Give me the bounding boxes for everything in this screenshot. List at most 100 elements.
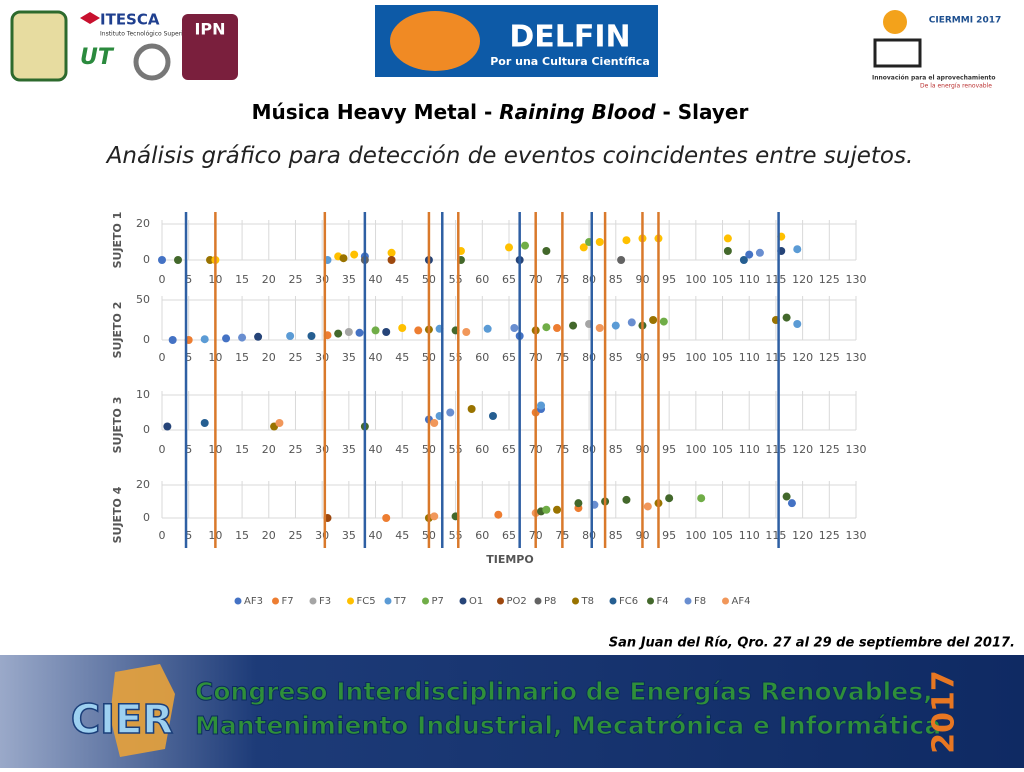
y-tick-label: 0 [143,511,150,524]
point [745,250,754,259]
point [649,316,658,324]
x-tick-label: 60 [475,529,489,542]
point [611,321,620,330]
x-tick-label: 80 [582,443,596,456]
x-tick-label: 125 [819,351,840,364]
x-tick-label: 30 [315,273,329,286]
point [398,324,407,332]
x-tick-label: 85 [609,351,623,364]
x-tick-label: 55 [449,529,463,542]
x-tick-label: 110 [739,351,760,364]
point [334,329,343,338]
ut: UT [80,45,115,70]
x-tick-label: 55 [449,443,463,456]
x-tick-label: 100 [685,443,706,456]
point [505,243,513,252]
x-tick-label: 85 [609,443,623,456]
x-tick-label: 45 [395,443,409,456]
point [462,328,471,336]
legend-label: O1 [469,596,483,607]
legend-label: FC6 [619,596,638,607]
x-tick-label: 60 [475,273,489,286]
x-tick-label: 125 [819,273,840,286]
point [627,318,636,327]
x-tick-label: 120 [792,443,813,456]
ciermmi-sub2: De la energía renovable [920,83,992,90]
point [537,401,546,410]
y-axis-label: SUJETO 1 [111,212,124,269]
point [200,419,209,427]
x-tick-label: 40 [369,351,383,364]
point [467,405,476,413]
point [787,499,796,508]
legend-label: FC5 [357,596,376,607]
delfin: DELFIN [509,20,630,55]
point [222,334,231,343]
x-tick-label: 65 [502,351,516,364]
point [339,254,348,263]
point [382,328,391,336]
x-tick-label: 60 [475,351,489,364]
legend-label: F7 [282,596,294,607]
x-tick-label: 115 [765,529,786,542]
logos: ITESCA Instituto Tecnológico Superior de… [10,5,1001,90]
x-tick-label: 5 [185,273,192,286]
y-tick-label: 20 [136,478,150,491]
x-tick-label: 0 [159,443,166,456]
x-tick-label: 115 [765,351,786,364]
x-tick-label: 45 [395,351,409,364]
point [382,514,391,522]
point [723,247,732,255]
x-tick-label: 95 [662,443,676,456]
point [793,320,802,328]
x-tick-label: 95 [662,351,676,364]
x-tick-label: 120 [792,273,813,286]
point [414,326,423,335]
x-tick-label: 65 [502,529,516,542]
point [542,247,551,255]
x-tick-label: 105 [712,351,733,364]
subtitle-box: Análisis gráfico para detección de event… [107,143,914,169]
point [569,321,578,330]
point [387,256,396,264]
x-tick-label: 130 [846,443,867,456]
x-tick-label: 115 [765,273,786,286]
x-tick-label: 30 [315,351,329,364]
point [579,243,588,252]
x-tick-label: 20 [262,529,276,542]
x-tick-label: 55 [449,351,463,364]
point [446,408,455,417]
point [793,245,802,254]
point [238,333,247,342]
title-part: Música Heavy Metal - [252,100,500,124]
point [168,336,177,344]
x-tick-label: 130 [846,351,867,364]
title-part: Raining Blood [499,100,656,124]
point [371,326,380,335]
x-tick-label: 15 [235,529,249,542]
charts: 0510152025303540455055606570758085909510… [111,212,867,607]
legend-label: F8 [694,596,706,607]
point [174,256,183,264]
x-tick-label: 5 [185,351,192,364]
point [521,241,530,250]
y-tick-label: 10 [136,388,150,401]
legend-marker [609,597,617,605]
legend-label: P8 [544,596,556,607]
point [510,324,519,332]
y-tick-label: 0 [143,333,150,346]
point [430,419,439,427]
x-tick-label: 40 [369,443,383,456]
x-tick-label: 95 [662,273,676,286]
ciermmi: CIERMMI 2017 [929,16,1001,26]
x-tick-label: 100 [685,273,706,286]
x-tick-label: 20 [262,273,276,286]
point [344,328,353,336]
x-tick-label: 105 [712,273,733,286]
x-tick-label: 80 [582,273,596,286]
legend-marker [684,597,692,605]
x-axis-label: TIEMPO [486,553,533,566]
legend-marker [272,597,279,605]
x-tick-label: 15 [235,273,249,286]
y-axis-label: SUJETO 4 [111,486,124,543]
